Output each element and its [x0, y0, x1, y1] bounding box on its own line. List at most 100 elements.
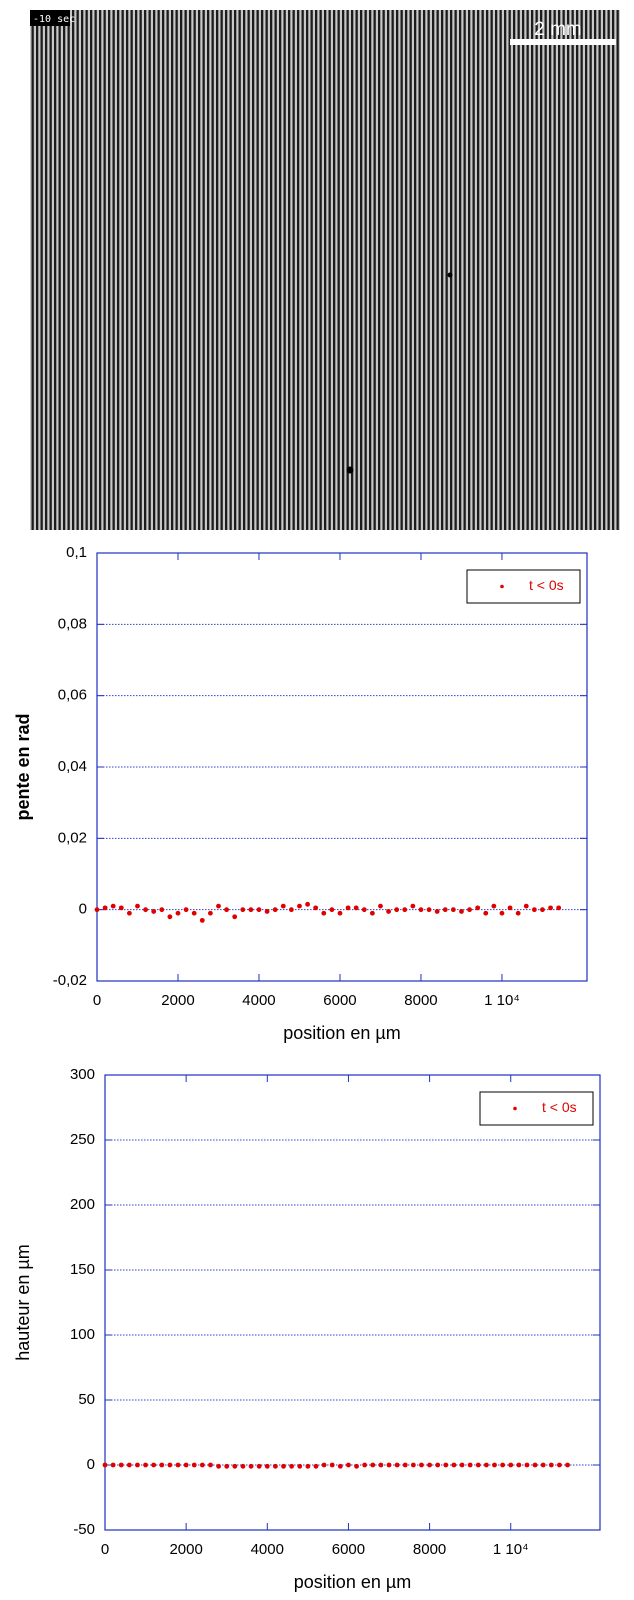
data-point — [369, 910, 375, 916]
data-point — [386, 909, 391, 914]
data-point — [199, 917, 205, 923]
y-tick-label: -50 — [73, 1521, 95, 1538]
data-point — [410, 1462, 416, 1468]
data-point — [102, 905, 108, 911]
data-point — [516, 1462, 522, 1468]
data-point — [280, 903, 286, 909]
data-point — [208, 1462, 213, 1468]
data-point — [451, 1462, 457, 1468]
data-point — [346, 1462, 351, 1468]
data-point — [492, 1462, 497, 1468]
speck — [346, 466, 354, 474]
data-point — [491, 903, 497, 909]
data-point — [167, 914, 173, 920]
data-point — [151, 1462, 157, 1468]
data-point — [281, 1463, 286, 1469]
data-point — [232, 914, 238, 920]
y-tick-label: 150 — [70, 1261, 95, 1278]
x-tick-label: 4000 — [251, 1541, 284, 1558]
x-tick-label: 8000 — [413, 1541, 446, 1558]
data-point — [402, 907, 408, 913]
y-axis-label: pente en rad — [13, 713, 33, 820]
data-point — [419, 1462, 424, 1468]
data-point — [94, 907, 100, 913]
data-point — [297, 903, 302, 909]
plot-frame — [96, 552, 588, 982]
data-point — [434, 909, 440, 914]
data-point — [378, 1462, 384, 1468]
data-point — [565, 1462, 570, 1468]
data-point — [556, 905, 562, 911]
y-tick-label: 0,06 — [58, 687, 87, 704]
y-tick-label: -0,02 — [53, 972, 87, 989]
data-point — [386, 1462, 392, 1468]
data-point — [118, 905, 124, 911]
data-point — [321, 1462, 327, 1468]
x-tick-label: 6000 — [323, 992, 356, 1009]
data-point — [289, 1463, 295, 1469]
data-point — [515, 910, 521, 916]
data-point — [159, 907, 165, 913]
data-point — [354, 1463, 359, 1469]
data-point — [248, 1463, 254, 1469]
y-tick-label: 0,1 — [66, 544, 87, 561]
data-point — [402, 1462, 408, 1468]
data-point — [321, 910, 327, 916]
y-tick-label: 0,02 — [58, 829, 87, 846]
data-point — [288, 907, 294, 913]
legend-label: t < 0s — [542, 1099, 577, 1115]
data-point — [362, 1462, 368, 1468]
y-tick-label: 200 — [70, 1196, 95, 1213]
data-point — [167, 1462, 173, 1468]
legend-marker — [513, 1106, 517, 1111]
data-point — [378, 903, 383, 909]
data-point — [135, 1462, 140, 1468]
chart: -0,02 0 0,02 0,04 0,06 0,08 0,1 0 2000 4000 6000 80… — [13, 544, 588, 1043]
data-point — [135, 903, 140, 909]
data-point — [240, 907, 246, 913]
x-tick-label: 0 — [93, 992, 101, 1009]
data-point — [508, 1462, 514, 1468]
data-point — [548, 1462, 554, 1468]
data-point — [410, 903, 416, 909]
y-tick-label: 250 — [70, 1131, 95, 1148]
data-point — [524, 1462, 530, 1468]
legend-marker — [500, 584, 504, 589]
timestamp: -10 sec — [33, 14, 75, 25]
data-point — [232, 1463, 238, 1469]
data-point — [110, 1462, 116, 1468]
x-tick-label: 2000 — [169, 1541, 202, 1558]
data-point — [394, 1462, 400, 1468]
y-tick-label: 0,04 — [58, 758, 87, 775]
chart: -50 0 50 100 150 200 250 300 0 2000 4000 6000 8000 1 … — [13, 1066, 601, 1592]
data-point — [427, 1462, 432, 1468]
data-point — [459, 909, 464, 914]
data-point — [475, 1462, 481, 1468]
data-point — [207, 910, 213, 916]
x-tick-label: 1 10⁴ — [484, 992, 520, 1009]
data-point — [126, 1462, 132, 1468]
data-point — [183, 1462, 189, 1468]
legend-label: t < 0s — [529, 577, 564, 593]
data-point — [313, 1463, 319, 1469]
data-point — [418, 907, 424, 913]
data-point — [370, 1462, 376, 1468]
data-point — [499, 910, 505, 916]
y-tick-label: 100 — [70, 1326, 95, 1343]
data-point — [313, 905, 319, 911]
data-point — [191, 910, 197, 916]
data-point — [443, 1462, 449, 1468]
data-point — [540, 1462, 546, 1468]
data-point — [175, 910, 181, 916]
x-tick-label: 4000 — [242, 992, 275, 1009]
data-point — [483, 1462, 489, 1468]
data-point — [143, 1462, 148, 1468]
data-point — [191, 1462, 197, 1468]
data-point — [240, 1463, 246, 1469]
data-point — [329, 907, 335, 913]
data-point — [475, 905, 481, 911]
plot-frame — [104, 1074, 601, 1531]
data-point — [329, 1462, 335, 1468]
data-point — [507, 905, 513, 911]
